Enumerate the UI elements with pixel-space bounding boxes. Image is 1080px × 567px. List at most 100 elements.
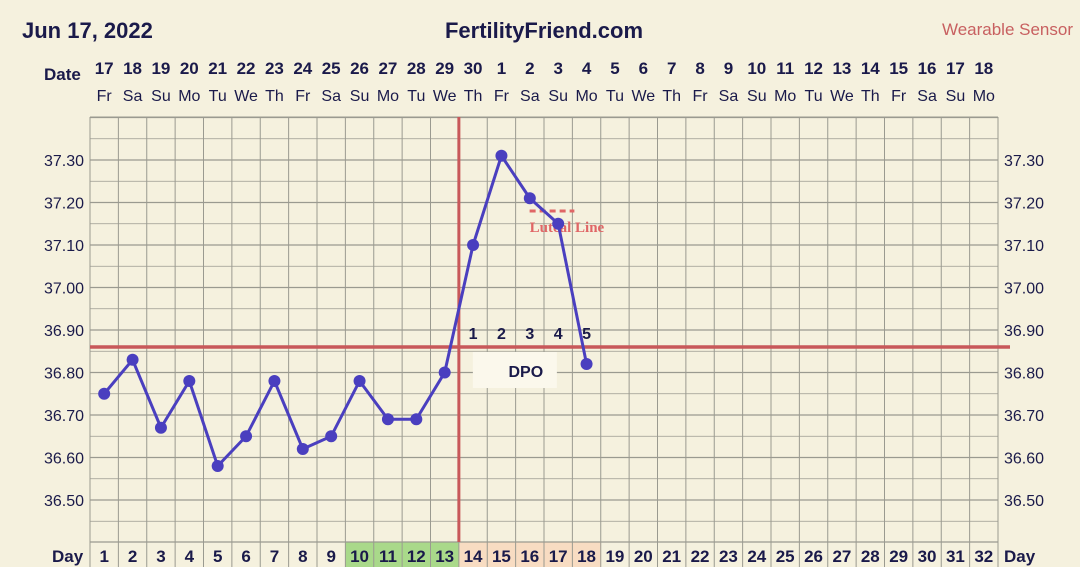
- temperature-point-day-16: [523, 192, 536, 205]
- temperature-line: [103, 154, 589, 468]
- temperature-point-day-6: [240, 430, 253, 443]
- site-name: FertilityFriend.com: [445, 18, 643, 43]
- day-row-label-left: Day: [52, 547, 84, 566]
- temperature-point-day-10: [353, 375, 366, 387]
- date-label: 6: [639, 59, 648, 78]
- date-label: 22: [237, 59, 256, 78]
- weekday-label: Fr: [693, 88, 709, 105]
- date-label: 23: [265, 59, 284, 78]
- y-tick-left: 36.60: [44, 451, 84, 468]
- date-label: 13: [832, 59, 851, 78]
- day-number: 32: [974, 547, 993, 566]
- day-number: 24: [747, 547, 766, 566]
- date-label: 24: [293, 59, 312, 78]
- day-number: 18: [577, 547, 596, 566]
- day-number: 17: [549, 547, 568, 566]
- temperature-point-day-15: [495, 149, 508, 162]
- y-tick-left: 36.50: [44, 493, 84, 510]
- temperature-point-day-7: [268, 375, 281, 387]
- date-label: 15: [889, 59, 908, 78]
- day-number: 20: [634, 547, 653, 566]
- weekday-label: Fr: [891, 88, 907, 105]
- temperature-point-day-12: [410, 413, 423, 426]
- day-number-row: 1 2 3 4 5 6 7 8 9 10 11 12 13 14 15 16 17 18 19 20 21 22 23 24 2…: [99, 547, 993, 566]
- weekday-label: We: [830, 88, 854, 105]
- day-number: 25: [776, 547, 795, 566]
- y-tick-right: 36.60: [1004, 451, 1044, 468]
- day-number: 5: [213, 547, 222, 566]
- dpo-number: 4: [554, 326, 563, 343]
- temperature-point-day-1: [98, 387, 111, 400]
- day-number: 7: [270, 547, 279, 566]
- weekday-label: Th: [464, 88, 483, 105]
- day-cell-12: [402, 542, 431, 567]
- temperature-point-day-13: [438, 366, 451, 379]
- date-label: 27: [378, 59, 397, 78]
- y-tick-right: 37.20: [1004, 196, 1044, 213]
- date-label: 20: [180, 59, 199, 78]
- day-number: 31: [946, 547, 965, 566]
- date-label: 11: [776, 59, 794, 78]
- date-label: 14: [861, 59, 880, 78]
- weekday-label: Th: [265, 88, 284, 105]
- date-label: 18: [123, 59, 142, 78]
- dpo-number: 5: [582, 326, 591, 343]
- weekday-label: Su: [350, 88, 370, 105]
- weekday-label: Su: [548, 88, 568, 105]
- weekday-label: Tu: [805, 88, 823, 105]
- y-tick-left: 37.20: [44, 196, 84, 213]
- date-row: 17 18 19 20 21 22 23 24 25 26 27 28 29 30 1 2 3 4 5 6 7 8 9 10 1…: [95, 59, 994, 78]
- temperature-point-day-4: [183, 375, 196, 387]
- day-number: 28: [861, 547, 880, 566]
- day-number: 2: [128, 547, 137, 566]
- weekday-label: Fr: [295, 88, 311, 105]
- y-tick-right: 37.30: [1004, 153, 1044, 170]
- date-label: 4: [582, 59, 592, 78]
- weekday-label: Su: [151, 88, 171, 105]
- day-number: 12: [407, 547, 426, 566]
- day-cell-14: [458, 542, 488, 567]
- day-number: 27: [832, 547, 851, 566]
- y-tick-left: 37.00: [44, 281, 84, 298]
- day-number: 9: [326, 547, 335, 566]
- date-label: 16: [918, 59, 937, 78]
- day-number: 16: [520, 547, 539, 566]
- day-number: 1: [99, 547, 108, 566]
- date-label: 8: [695, 59, 704, 78]
- day-number: 13: [435, 547, 454, 566]
- y-tick-right: 36.80: [1004, 366, 1044, 383]
- day-number: 21: [662, 547, 681, 566]
- dpo-number: 1: [469, 326, 478, 343]
- weekday-label: Mo: [973, 88, 995, 105]
- weekday-label: Sa: [917, 88, 937, 105]
- date-label: 9: [724, 59, 733, 78]
- weekday-label: Tu: [407, 88, 425, 105]
- temperature-point-day-14: [467, 239, 480, 251]
- date-label: 7: [667, 59, 676, 78]
- day-number: 4: [185, 547, 195, 566]
- y-tick-left: 36.70: [44, 408, 84, 425]
- temperature-point-day-18: [580, 358, 593, 370]
- y-tick-left: 37.30: [44, 153, 84, 170]
- day-cell-10: [345, 542, 374, 567]
- weekday-label: Sa: [321, 88, 341, 105]
- weekday-label: Mo: [774, 88, 796, 105]
- y-tick-right: 36.70: [1004, 408, 1044, 425]
- day-number: 10: [350, 547, 369, 566]
- date-label: 30: [464, 59, 483, 78]
- date-label: 19: [151, 59, 170, 78]
- chart-date: Jun 17, 2022: [22, 18, 153, 43]
- temperature-point-day-8: [296, 443, 309, 455]
- day-cell-11: [373, 542, 403, 567]
- weekday-label: Th: [662, 88, 681, 105]
- dpo-number: 3: [525, 326, 534, 343]
- reference-lines: Luteal Line: [90, 117, 1010, 542]
- day-number: 30: [918, 547, 937, 566]
- date-label: 10: [747, 59, 766, 78]
- y-tick-right: 36.50: [1004, 493, 1044, 510]
- date-label: 2: [525, 59, 534, 78]
- y-tick-left: 37.10: [44, 238, 84, 255]
- dpo-number: 2: [497, 326, 506, 343]
- temperature-point-day-9: [325, 430, 338, 443]
- luteal-line-label: Luteal Line: [530, 220, 605, 236]
